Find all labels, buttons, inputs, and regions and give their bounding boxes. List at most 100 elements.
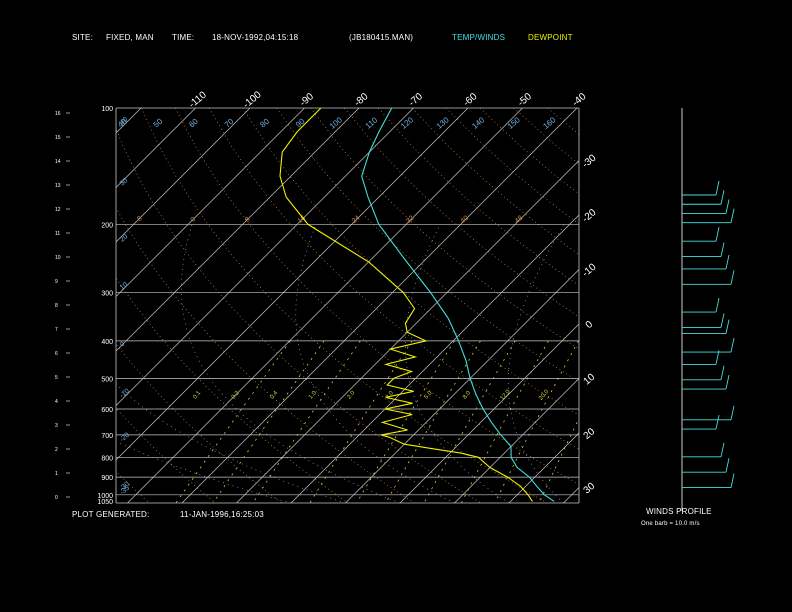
- dry-adiabat-label: 24: [351, 215, 362, 225]
- wind-barb-feather: [720, 442, 725, 457]
- wind-barb-feather: [725, 199, 730, 214]
- isotherm-top-label: -50: [516, 91, 534, 109]
- dry-adiabat-line: [116, 127, 482, 503]
- dry-adiabat-line: [615, 108, 792, 503]
- height-tick-label: 13: [55, 183, 61, 189]
- height-tick-label: 2: [55, 447, 58, 453]
- axis-labels: 1002003004005006007008009001000105016151…: [55, 89, 599, 506]
- height-tick-label: 9: [55, 279, 58, 285]
- wind-barb-feather: [725, 319, 730, 334]
- mixing-ratio-line: [385, 340, 481, 503]
- moist-left-label: -20: [119, 432, 131, 444]
- height-tick-label: 12: [55, 207, 61, 213]
- isotherm-line: [290, 214, 579, 503]
- wind-barb-feather: [730, 473, 735, 488]
- mixing-ratio-label: 12.0: [500, 388, 513, 401]
- isotherm-line: [116, 108, 360, 352]
- legend-temp-winds: TEMP/WINDS: [452, 33, 506, 42]
- dry-adiabat-line: [445, 108, 579, 225]
- isotherm-line: [0, 108, 32, 503]
- wind-barb-feather: [720, 242, 725, 257]
- mixing-ratio-label: 0.4: [269, 390, 279, 401]
- isotherm-right-label: 30: [582, 481, 598, 497]
- wind-barb-feather: [730, 208, 735, 223]
- height-tick-label: 14: [55, 159, 61, 165]
- dry-adiabat-label: 40: [460, 215, 471, 225]
- plot-generated-value: 11-JAN-1996,16:25:03: [180, 510, 264, 519]
- mixing-ratio-label: 5.0: [424, 390, 434, 401]
- pressure-label: 700: [101, 433, 113, 440]
- isotherm-top-label: -110: [187, 89, 209, 110]
- isotherm-line: [181, 108, 578, 503]
- isotherm-line: [563, 487, 579, 503]
- dry-adiabat-label: -8: [134, 215, 143, 224]
- winds-profile-note: One barb = 10.0 m/s: [641, 521, 700, 527]
- wind-barb-feather: [715, 180, 720, 196]
- pressure-label: 600: [101, 407, 113, 414]
- dry-adiabat-line: [411, 108, 579, 255]
- site-label: SITE:: [72, 33, 94, 42]
- moist-adiabat-line: [507, 224, 565, 503]
- isotherm-line: [116, 108, 414, 406]
- moist-left-label: -10: [119, 388, 131, 400]
- isotherm-line: [618, 108, 792, 503]
- file-name: (JB180415.MAN): [349, 33, 414, 42]
- mixing-ratio-line: [309, 340, 413, 503]
- wind-barb-feather: [730, 405, 735, 420]
- dry-adiabat-label: 8: [244, 216, 252, 224]
- wind-barb-feather: [720, 190, 725, 205]
- isotherm-line: [399, 323, 579, 503]
- site-value: FIXED, MAN: [106, 33, 154, 42]
- isotherm-right-label: 10: [582, 372, 598, 388]
- isotherm-line: [454, 378, 579, 503]
- isotherm-right-label: -30: [580, 152, 598, 170]
- mixing-ratio-label: 0.2: [231, 390, 241, 401]
- isotherm-right-label: 0: [584, 319, 596, 331]
- height-tick-label: 16: [55, 111, 61, 117]
- height-tick-label: 3: [55, 423, 58, 429]
- dry-adiabat-label: 32: [405, 215, 416, 225]
- moist-adiabat-line: [180, 224, 401, 503]
- isotherm-line: [116, 108, 251, 243]
- isotherm-line: [116, 108, 305, 297]
- dry-adiabat-label: 0: [190, 216, 198, 224]
- moist-left-label: -35: [119, 485, 131, 497]
- wind-barb-feather: [715, 227, 720, 242]
- dry-adiabat-line: [116, 277, 349, 503]
- height-tick-label: 1: [55, 471, 58, 477]
- dry-adiabat-line: [717, 108, 792, 503]
- isobars: [116, 224, 579, 496]
- top-moist-label: 100: [328, 115, 344, 131]
- dry-adiabats: [116, 108, 792, 503]
- plot-generated-label: PLOT GENERATED:: [72, 510, 150, 519]
- isotherm-top-label: -100: [241, 89, 264, 111]
- top-moist-label: 60: [187, 116, 200, 129]
- top-moist-label: 110: [364, 115, 380, 130]
- height-tick-label: 5: [55, 375, 58, 381]
- top-moist-label: 120: [399, 115, 415, 131]
- pressure-label: 800: [101, 455, 113, 462]
- dry-adiabat-line: [116, 470, 150, 503]
- winds-profile-title: WINDS PROFILE: [646, 507, 712, 516]
- height-tick-label: 4: [55, 399, 58, 405]
- isotherm-line: [127, 108, 523, 503]
- top-moist-label: 130: [435, 115, 451, 131]
- dry-adiabat-label: 48: [514, 215, 525, 225]
- dewpoint-trace: [279, 108, 533, 502]
- isotherm-line: [116, 108, 196, 188]
- dry-adiabat-line: [310, 108, 579, 350]
- mixing-ratio-line: [356, 340, 455, 503]
- moist-left-label: 0: [119, 341, 127, 349]
- isotherm-right-label: 20: [582, 426, 598, 442]
- dry-adiabat-line: [581, 108, 792, 503]
- isotherm-line: [345, 269, 579, 503]
- pressure-label: 200: [101, 222, 113, 229]
- dry-adiabat-line: [751, 108, 792, 503]
- wind-barb-feather: [715, 414, 720, 430]
- pressure-label: 900: [101, 475, 113, 482]
- top-moist-label: 150: [506, 115, 522, 131]
- height-tick-label: 8: [55, 303, 58, 309]
- top-moist-label: 160: [541, 115, 557, 131]
- isotherm-top-label: -80: [352, 91, 370, 109]
